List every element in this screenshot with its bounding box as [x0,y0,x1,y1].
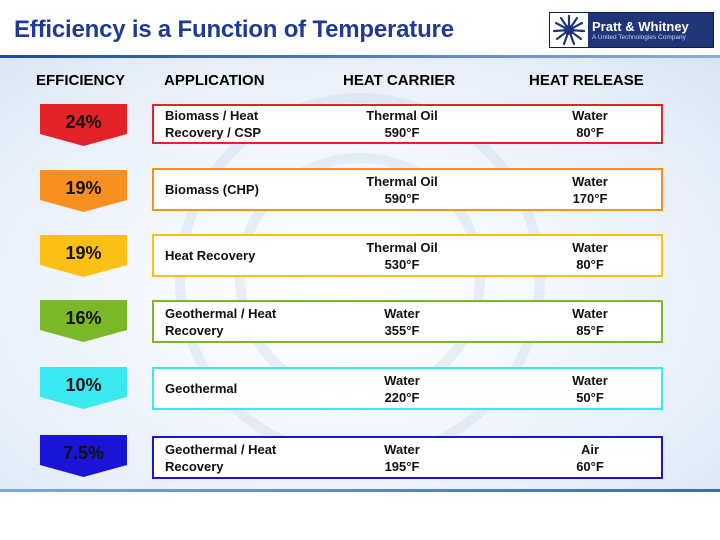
heat-carrier-medium: Water [384,306,420,321]
eagle-emblem-icon [550,13,588,47]
heat-carrier-medium: Water [384,442,420,457]
application-cell: Geothermal / Heat Recovery [165,302,305,341]
heat-carrier-temperature: 530°F [384,257,420,272]
heat-release-medium: Water [572,174,608,189]
heat-release-temperature: 50°F [576,390,604,405]
heat-carrier-cell: Thermal Oil 530°F [332,239,472,273]
application-line: Recovery / CSP [165,125,262,140]
heat-carrier-cell: Water 355°F [332,305,472,339]
application-cell: Heat Recovery [165,236,305,275]
heat-release-medium: Water [572,108,608,123]
bottom-divider [0,489,720,492]
heat-carrier-cell: Water 195°F [332,441,472,475]
heat-release-temperature: 80°F [576,125,604,140]
heat-release-medium: Water [572,306,608,321]
heat-release-medium: Water [572,240,608,255]
heat-carrier-temperature: 590°F [384,125,420,140]
table-row: Biomass (CHP) Thermal Oil 590°F Water 17… [152,168,663,211]
header-efficiency: EFFICIENCY [36,72,126,89]
table-row: Geothermal Water 220°F Water 50°F [152,367,663,410]
heat-carrier-temperature: 220°F [384,390,420,405]
table-row: Geothermal / Heat Recovery Water 195°F Ai… [152,436,663,479]
heat-carrier-medium: Thermal Oil [366,240,438,255]
heat-release-temperature: 170°F [572,191,608,206]
heat-release-cell: Water 80°F [520,107,660,141]
heat-carrier-medium: Thermal Oil [366,108,438,123]
efficiency-value: 24% [65,112,102,132]
header-heat-carrier: HEAT CARRIER [343,72,456,89]
application-line: Geothermal / Heat [165,441,277,457]
table-row: Biomass / Heat Recovery / CSP Thermal Oil… [152,104,663,144]
application-line: Geothermal / Heat [165,305,277,321]
logo-name: Pratt & Whitney [592,18,689,34]
application-line: Geothermal [165,381,238,396]
heat-release-cell: Water 85°F [520,305,660,339]
efficiency-badge: 16% [40,300,127,342]
application-line: Recovery [165,322,224,338]
heat-carrier-medium: Thermal Oil [366,174,438,189]
heat-release-cell: Air 60°F [520,441,660,475]
heat-release-cell: Water 170°F [520,173,660,207]
title-divider [0,55,720,58]
heat-carrier-cell: Water 220°F [332,372,472,406]
heat-release-cell: Water 80°F [520,239,660,273]
heat-carrier-cell: Thermal Oil 590°F [332,173,472,207]
company-logo: Pratt & Whitney A United Technologies Co… [549,12,714,48]
efficiency-badge: 24% [40,104,127,146]
heat-release-temperature: 60°F [576,459,604,474]
application-cell: Geothermal / Heat Recovery [165,438,305,477]
heat-release-medium: Air [580,442,600,457]
application-line: Biomass / Heat [165,108,259,123]
efficiency-badge: 19% [40,235,127,277]
efficiency-value: 7.5% [62,443,105,463]
heat-release-temperature: 85°F [576,323,604,338]
efficiency-badge: 19% [40,170,127,212]
heat-carrier-medium: Water [384,373,420,388]
heat-carrier-temperature: 195°F [384,459,420,474]
efficiency-value: 16% [65,308,102,328]
heat-carrier-temperature: 590°F [384,191,420,206]
efficiency-value: 10% [65,375,102,395]
application-cell: Biomass (CHP) [165,170,305,209]
heat-release-medium: Water [572,373,608,388]
heat-release-cell: Water 50°F [520,372,660,406]
application-line: Recovery [165,458,224,474]
application-cell: Biomass / Heat Recovery / CSP [165,106,305,142]
logo-tagline: A United Technologies Company [592,33,686,41]
table-row: Geothermal / Heat Recovery Water 355°F Wa… [152,300,663,343]
header-application: APPLICATION [164,72,265,89]
application-cell: Geothermal [165,369,305,408]
heat-carrier-cell: Thermal Oil 590°F [332,107,472,141]
table-row: Heat Recovery Thermal Oil 530°F Water 80… [152,234,663,277]
efficiency-value: 19% [65,178,102,198]
efficiency-badge: 7.5% [40,435,127,477]
application-line: Heat Recovery [165,248,256,263]
efficiency-badge: 10% [40,367,127,409]
application-line: Biomass (CHP) [165,182,259,197]
efficiency-value: 19% [65,243,102,263]
heat-release-temperature: 80°F [576,257,604,272]
page-title: Efficiency is a Function of Temperature [14,16,454,43]
header-heat-release: HEAT RELEASE [529,72,644,89]
heat-carrier-temperature: 355°F [384,323,420,338]
